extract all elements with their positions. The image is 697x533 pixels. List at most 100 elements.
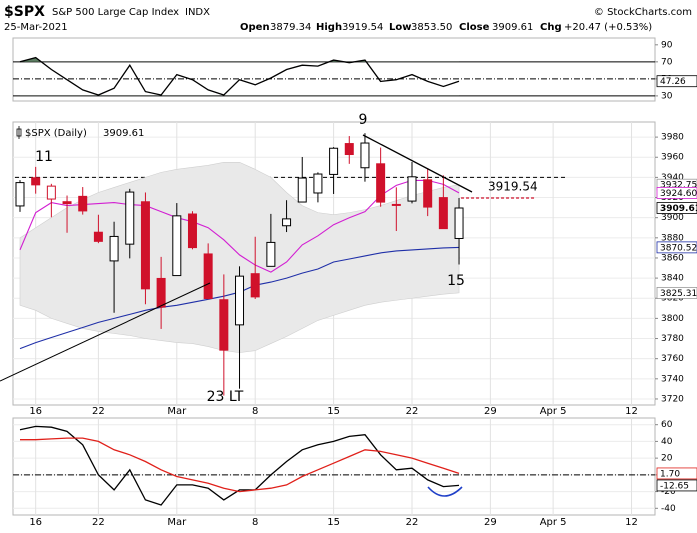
exchange: INDX [185, 7, 210, 18]
candle-body [297, 177, 307, 203]
legend-value: 3909.61 [103, 128, 144, 139]
candle-body [391, 203, 401, 206]
candle-body [172, 215, 182, 277]
indicator-line [20, 437, 460, 493]
x-tick-label: 29 [484, 406, 497, 417]
candle-body [250, 273, 260, 298]
price-tag-box [656, 241, 697, 254]
y-tick-label: 20 [661, 454, 673, 464]
quote-label: Open [240, 22, 270, 33]
y-tick-label: 30 [661, 91, 673, 101]
symbol: $SPX [4, 4, 45, 20]
candle-body [376, 163, 386, 203]
candle-body [360, 142, 370, 169]
quote-label: Chg [540, 22, 562, 33]
candle-body [187, 213, 197, 249]
candle-body [454, 207, 464, 239]
x-tick-label: 22 [406, 406, 419, 417]
plots: 9070503047.26398039603940392039003880386… [12, 37, 697, 528]
candle-body [15, 182, 25, 207]
price-tag-box [656, 187, 697, 199]
y-tick-label: 3780 [661, 334, 684, 344]
candle-body [235, 275, 245, 326]
y-tick-label: 3840 [661, 274, 684, 284]
price-tag: 3924.60 [660, 189, 697, 199]
quote-value: +20.47 (+0.53%) [564, 22, 652, 33]
quote-label: Close [459, 22, 490, 33]
candle-body [203, 253, 213, 300]
price-tag: 3909.61 [660, 204, 697, 214]
trend-line [362, 134, 473, 193]
panel-frame [12, 37, 656, 102]
y-tick-label: 3980 [661, 133, 684, 143]
y-tick-label: 3800 [661, 314, 684, 324]
y-tick-label: 3940 [661, 173, 684, 183]
trend-line [0, 282, 211, 382]
price-tag-box [656, 479, 697, 492]
x-tick-label: 22 [406, 517, 419, 528]
candle-body [407, 176, 417, 202]
x-tick-label: 15 [327, 517, 340, 528]
y-tick-label: 70 [661, 57, 673, 67]
legend-text: $SPX (Daily) [25, 128, 87, 139]
candle-body [438, 197, 448, 230]
price-tag: -12.65 [660, 481, 689, 491]
y-tick-label: 3960 [661, 153, 684, 163]
candle-body [62, 201, 72, 205]
quote-value: 3879.34 [270, 22, 311, 33]
indicator-line [19, 56, 460, 96]
x-tick-label: Apr 5 [540, 406, 567, 417]
candle-body [46, 185, 56, 200]
candle-body [266, 241, 276, 267]
y-tick-label: -40 [661, 504, 676, 514]
price-tag-box [656, 202, 697, 214]
x-tick-label: 29 [484, 517, 497, 528]
candle-body [140, 201, 150, 290]
x-tick-label: 22 [92, 406, 105, 417]
price-tag: 3825.31 [660, 289, 697, 299]
candle-body [109, 235, 119, 262]
x-tick-label: Mar [167, 406, 187, 417]
price-tag: 3932.75 [660, 181, 697, 191]
candle-body [329, 147, 339, 175]
candle-body [31, 177, 41, 186]
x-tick-label: 12 [625, 517, 638, 528]
quote-label: High [316, 22, 342, 33]
y-tick-label: 40 [661, 437, 673, 447]
candle-body [125, 191, 135, 245]
date: 25-Mar-2021 [4, 22, 68, 33]
quote-value: 3919.54 [342, 22, 383, 33]
quote-value: 3853.50 [411, 22, 452, 33]
annotation: 15 [447, 273, 465, 289]
candle-body [423, 179, 433, 208]
candle-body [78, 195, 88, 212]
y-tick-label: 60 [661, 420, 673, 430]
x-tick-label: 16 [29, 406, 42, 417]
x-tick-label: 8 [252, 406, 258, 417]
price-tag: 1.70 [660, 469, 680, 479]
moving-average [19, 179, 460, 273]
price-tag-box [656, 467, 697, 480]
quote-label: Low [389, 22, 411, 33]
y-tick-label: 3740 [661, 374, 684, 384]
resistance-label: 3919.54 [488, 179, 538, 193]
candle-body [282, 218, 292, 227]
highlight-arc [427, 486, 463, 497]
candle-body [156, 277, 166, 308]
overlay [0, 134, 473, 497]
indicator-line [19, 425, 460, 506]
y-tick-label: 3760 [661, 354, 684, 364]
x-tick-label: 12 [625, 406, 638, 417]
x-tick-label: 8 [252, 517, 258, 528]
price-tag-box [656, 75, 697, 88]
quote-value: 3909.61 [492, 22, 533, 33]
y-tick-label: 3860 [661, 253, 684, 263]
x-tick-label: Mar [167, 517, 187, 528]
candle-body [93, 231, 103, 242]
candle-body [313, 173, 323, 194]
candle-body [219, 299, 229, 351]
price-tag: 3870.52 [660, 243, 697, 253]
index-name: S&P 500 Large Cap Index [52, 7, 179, 18]
